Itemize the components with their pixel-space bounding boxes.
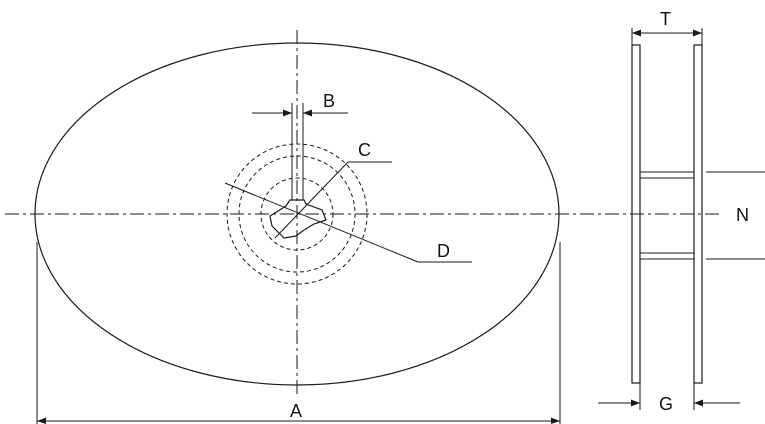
label-b: B xyxy=(323,91,335,111)
dim-g-right-arrow xyxy=(694,399,703,407)
dim-g-left-arrow xyxy=(631,399,640,407)
leader-d-diagonal xyxy=(224,182,419,263)
dim-a-left-arrow xyxy=(37,417,46,424)
label-n: N xyxy=(736,205,749,225)
label-g: G xyxy=(659,394,673,414)
hub-core-dashed-circle xyxy=(260,177,334,251)
label-t: T xyxy=(660,9,671,29)
side-left-flange xyxy=(631,44,641,384)
dim-a-right-arrow xyxy=(551,417,560,424)
hub-outer-dashed-circle xyxy=(226,143,368,285)
dim-t-right-arrow xyxy=(693,29,702,37)
label-a: A xyxy=(290,401,302,421)
dim-t-left-arrow xyxy=(632,29,641,37)
leader-c-diagonal xyxy=(274,161,349,239)
side-right-flange xyxy=(693,44,703,384)
dim-b-left-arrow xyxy=(283,109,292,117)
dim-b-right-arrow xyxy=(303,109,312,117)
hub-inner-dashed-circle xyxy=(238,155,356,273)
arbor-hole xyxy=(269,199,327,239)
label-c: C xyxy=(358,140,371,160)
label-d: D xyxy=(437,241,450,261)
